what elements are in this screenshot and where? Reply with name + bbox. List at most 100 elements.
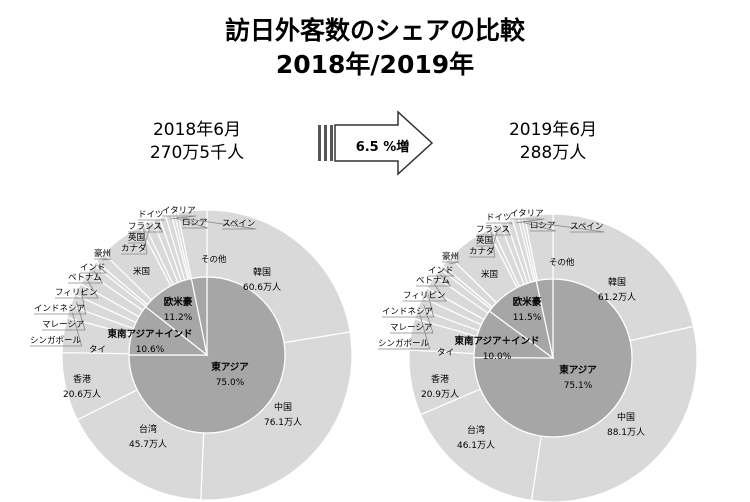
- arrow-stripe: [318, 125, 321, 161]
- outer-slice-label: ドイツ: [486, 213, 512, 223]
- inner-slice-value: 10.0%: [483, 352, 512, 362]
- arrow-stripe: [330, 125, 333, 161]
- outer-slice-label: 韓国: [608, 277, 626, 288]
- inner-slice: [190, 276, 208, 356]
- outer-slice-value: 20.6万人: [63, 389, 101, 400]
- outer-slice-label: スペイン: [570, 222, 603, 232]
- leader-line: [378, 314, 431, 350]
- arrow-stripe: [324, 125, 327, 161]
- leader-line: [68, 270, 104, 284]
- outer-slice-label: カナダ: [469, 246, 495, 257]
- inner-slice-label: 東アジア: [558, 364, 597, 376]
- outer-slice-label: ロシア: [530, 221, 556, 231]
- title-line-2: 2018年/2019年: [275, 50, 475, 79]
- outer-slice-label: シンガポール: [378, 338, 430, 349]
- leader-line: [428, 269, 456, 277]
- leader-line: [121, 228, 148, 255]
- outer-slice-value: 46.1万人: [457, 440, 495, 451]
- inner-slice-value: 75.0%: [216, 378, 245, 388]
- leader-line: [55, 279, 99, 299]
- outer-slice-value: 76.1万人: [264, 417, 302, 428]
- outer-slice-label: 英国: [128, 232, 145, 243]
- leader-line: [442, 261, 460, 265]
- outer-slice-label: 英国: [476, 235, 493, 246]
- outer-slice-label: イタリア: [162, 206, 196, 216]
- inner-slice-value: 11.5%: [513, 313, 542, 323]
- leader-line: [34, 290, 87, 315]
- outer-slice-label: タイ: [89, 345, 106, 355]
- period-label-2018: 2018年6月: [152, 120, 242, 140]
- outer-slice-label: ベトナム: [68, 273, 102, 283]
- outer-slice-label: マレーシア: [390, 323, 432, 333]
- leader-line: [390, 304, 434, 334]
- inner-slice-value: 10.6%: [136, 345, 165, 355]
- inner-slice: [128, 276, 286, 434]
- outer-slice-label: 台湾: [467, 424, 485, 436]
- outer-slice-label: 中国: [617, 411, 635, 423]
- growth-label: 6.5 %増: [355, 140, 410, 155]
- outer-slice-value: 45.7万人: [129, 439, 167, 450]
- outer-slice-label: インド: [428, 266, 454, 276]
- leader-line: [476, 226, 512, 236]
- inner-slice-label: 東南アジア＋インド: [453, 335, 539, 347]
- outer-slice-label: 米国: [133, 266, 150, 277]
- leader-line: [469, 232, 496, 258]
- outer-slice-label: フィリピン: [55, 288, 97, 298]
- outer-slice-label: 中国: [274, 401, 292, 413]
- leader-line: [173, 217, 208, 229]
- inner-slice-label: 東南アジア＋インド: [106, 328, 192, 340]
- outer-slice-label: その他: [549, 257, 575, 268]
- leader-line: [138, 219, 165, 221]
- leader-line: [520, 221, 556, 232]
- leader-line: [42, 301, 86, 331]
- outer-slice-label: インド: [80, 263, 106, 273]
- leader-line: [382, 294, 435, 318]
- leader-line: [162, 215, 197, 220]
- leader-line: [94, 258, 112, 261]
- inner-slice-value: 11.2%: [164, 313, 193, 323]
- title-line-1: 訪日外客数のシェアの比較: [224, 16, 525, 45]
- outer-slice-label: シンガポール: [30, 335, 82, 346]
- inner-slice-label: 欧米豪: [513, 296, 542, 308]
- outer-slice-value: 61.2万人: [598, 292, 636, 303]
- arrow-shape: [334, 110, 434, 176]
- total-label-2019: 288万人: [519, 143, 587, 163]
- total-label-2018: 270万5千人: [149, 143, 245, 163]
- outer-slice-label: フランス: [476, 225, 510, 235]
- leader-line: [128, 222, 164, 233]
- outer-slice-value: 20.9万人: [421, 389, 459, 400]
- leader-line: [176, 216, 257, 230]
- outer-slice-label: ベトナム: [416, 276, 450, 286]
- inner-slice: [535, 278, 554, 359]
- leader-line: [486, 222, 513, 225]
- inner-slice-label: 東アジア: [210, 361, 249, 373]
- outer-slice-label: フィリピン: [403, 291, 445, 301]
- leader-line: [523, 220, 605, 233]
- outer-slice-label: タイ: [437, 348, 454, 358]
- outer-slice-label: 香港: [73, 373, 91, 385]
- outer-slice-label: スペイン: [222, 219, 255, 229]
- outer-slice-label: インドネシア: [34, 304, 85, 314]
- outer-slice-label: 韓国: [253, 267, 271, 278]
- inner-slice-value: 75.1%: [564, 381, 593, 391]
- page-title: 訪日外客数のシェアの比較 2018年/2019年: [0, 14, 750, 82]
- leader-line: [80, 265, 107, 274]
- outer-slice-label: 台湾: [139, 423, 157, 435]
- leader-line: [403, 283, 447, 302]
- outer-slice-label: 豪州: [442, 251, 459, 262]
- outer-slice-label: ドイツ: [138, 210, 164, 220]
- outer-slice-label: イタリア: [510, 209, 544, 219]
- outer-slice-label: その他: [201, 254, 227, 265]
- growth-arrow-icon: [318, 110, 434, 176]
- outer-slice-label: カナダ: [121, 243, 147, 254]
- period-label-2019: 2019年6月: [508, 120, 598, 140]
- outer-slice-label: 香港: [431, 373, 449, 385]
- outer-slice-label: ロシア: [182, 218, 208, 228]
- header-2018: 2018年6月 270万5千人: [117, 119, 277, 165]
- outer-slice-label: インドネシア: [382, 307, 433, 317]
- leader-line: [416, 274, 452, 287]
- outer-slice-value: 60.6万人: [243, 282, 281, 293]
- outer-slice-label: 米国: [481, 269, 498, 280]
